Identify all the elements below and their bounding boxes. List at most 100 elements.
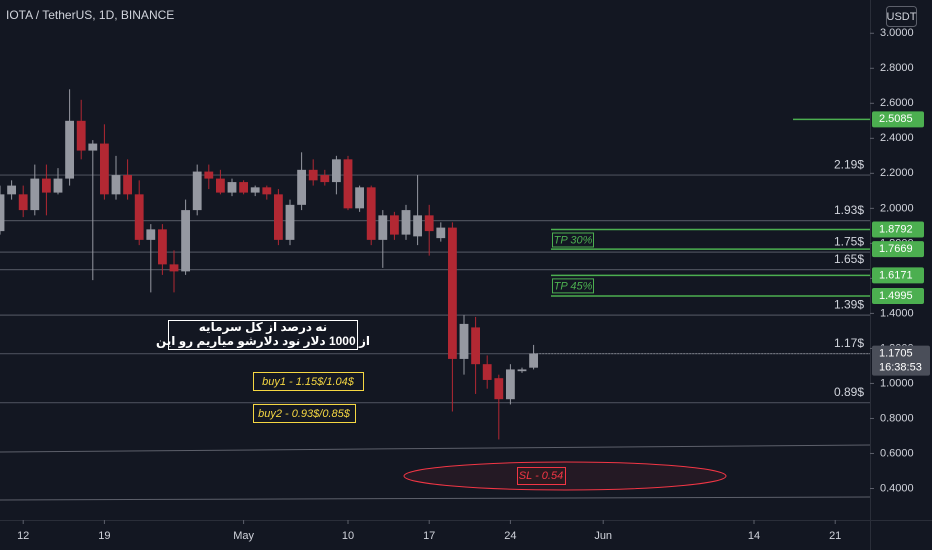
candle-body [88, 143, 98, 151]
buy-box [253, 404, 356, 423]
level-label: 1.75$ [834, 234, 864, 248]
price-tag-label: 1.8792 [879, 223, 913, 235]
y-tick-label: 2.2000 [880, 167, 914, 179]
candle-body [0, 194, 5, 232]
level-label: 1.39$ [834, 297, 864, 311]
price-tag-label: 2.5085 [879, 113, 913, 125]
candle-body [529, 353, 539, 368]
y-tick-label: 2.8000 [880, 62, 914, 74]
candle-body [204, 171, 214, 179]
candle-body [123, 175, 133, 195]
y-tick-label: 2.6000 [880, 97, 914, 109]
y-tick-label: 2.4000 [880, 132, 914, 144]
candle-body [482, 364, 492, 380]
note-box [168, 320, 358, 350]
candle-body [111, 175, 121, 195]
candle-body [30, 178, 40, 211]
x-tick-label: Jun [594, 530, 612, 542]
candle-body [285, 204, 295, 240]
candle-body [273, 194, 283, 240]
candle-body [227, 182, 237, 193]
candle-body [262, 187, 272, 195]
trend-line [0, 444, 871, 453]
candle-body [447, 227, 457, 359]
y-tick-label: 1.4000 [880, 307, 914, 319]
currency-box[interactable] [886, 6, 917, 27]
buy-label: buy2 - 0.93$/0.85$ [258, 408, 351, 420]
x-tick-label: 10 [342, 530, 354, 542]
tp-label-box [552, 278, 594, 294]
candle-body [192, 171, 202, 211]
level-label: 1.65$ [834, 252, 864, 266]
candle-body [53, 178, 63, 193]
candle-body [517, 369, 527, 372]
candle-body [99, 143, 109, 195]
candle-body [250, 187, 260, 193]
candle-body [320, 175, 330, 183]
x-tick-label: 24 [504, 530, 516, 542]
currency[interactable]: USDT [887, 11, 917, 23]
candle-body [401, 210, 411, 235]
note-line: نه درصد از کل سرمایه [199, 320, 327, 334]
candle-body [181, 210, 191, 272]
candle-body [389, 215, 399, 235]
price-tag [872, 111, 924, 128]
price-tag [872, 241, 924, 258]
last-price-tag [872, 345, 930, 376]
candle-body [41, 178, 51, 193]
candle-body [343, 159, 353, 209]
chart-title: IOTA / TetherUS, 1D, BINANCE [6, 8, 174, 22]
last-price: 1.1705 [879, 347, 913, 359]
x-tick-label: 21 [829, 530, 841, 542]
price-tag [872, 267, 924, 284]
tp-label: TP 45% [554, 280, 593, 292]
candle-body [215, 178, 225, 193]
candle-body [436, 227, 446, 239]
price-tag [872, 287, 924, 304]
candle-body [169, 264, 179, 272]
y-tick-label: 2.0000 [880, 202, 914, 214]
plot-area: 2.19$ 1.93$ 1.75$ 1.65$ 1.39$ 1.17$ 0.89$ TP 30… [0, 89, 870, 440]
candle-body [505, 369, 515, 400]
candle-body [76, 120, 86, 151]
candle-body [424, 215, 434, 232]
level-label: 0.89$ [834, 385, 864, 399]
x-tick-label: 14 [748, 530, 760, 542]
candle-body [239, 182, 249, 193]
y-tick-label: 0.8000 [880, 412, 914, 424]
price-tag-label: 1.4995 [879, 290, 913, 302]
price-tag-label: 1.6171 [879, 269, 913, 281]
candle-body [459, 323, 469, 359]
candle-body [494, 378, 504, 400]
candle-body [65, 120, 75, 179]
x-tick-label: May [233, 530, 254, 542]
price-axis: 3.00002.80002.60002.40002.20002.00001.80… [870, 27, 930, 494]
trend-line [0, 496, 871, 501]
y-tick-label: 0.4000 [880, 482, 914, 494]
x-tick-label: 12 [17, 530, 29, 542]
candle-body [297, 169, 307, 205]
candle-body [413, 215, 423, 237]
countdown: 16:38:53 [879, 361, 922, 373]
candle-body [134, 194, 144, 240]
x-tick-label: 17 [423, 530, 435, 542]
candle-body [331, 159, 341, 183]
candle-body [471, 327, 481, 365]
stop-label: SL - 0.54 [519, 470, 563, 482]
y-tick-label: 3.0000 [880, 27, 914, 39]
candle-body [7, 185, 17, 195]
candle-body [366, 187, 376, 240]
candle-body [146, 229, 156, 240]
stop-box [517, 467, 566, 485]
buy-box [253, 372, 364, 391]
y-tick-label: 1.0000 [880, 377, 914, 389]
price-tag-label: 1.7669 [879, 243, 913, 255]
candle-body [355, 187, 365, 209]
tp-label-box [552, 232, 594, 248]
x-tick-label: 19 [98, 530, 110, 542]
tp-label: TP 30% [554, 234, 593, 246]
buy-label: buy1 - 1.15$/1.04$ [262, 376, 355, 388]
y-tick-label: 0.6000 [880, 447, 914, 459]
level-label: 1.93$ [834, 203, 864, 217]
